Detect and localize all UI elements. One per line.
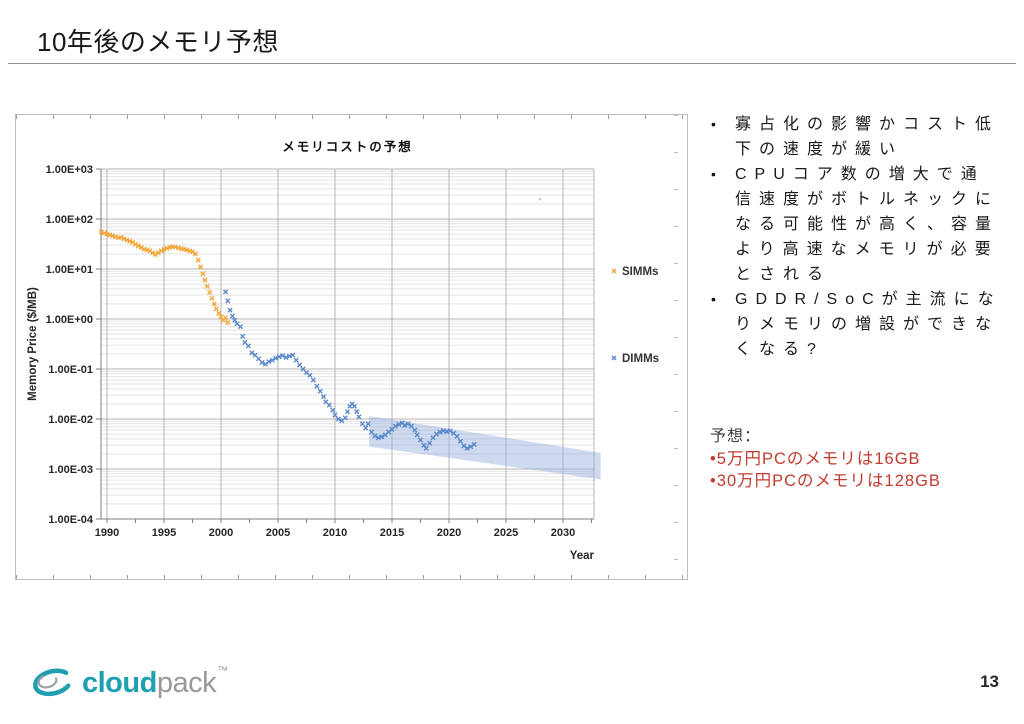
list-item: CPUコア数の増大で通信速度がボトルネックになる可能性が高く、容量より高速なメモ…: [708, 162, 1008, 287]
svg-text:2015: 2015: [380, 527, 404, 539]
svg-text:2025: 2025: [494, 527, 518, 539]
list-item: 寡占化の影響かコスト低下の速度が緩い: [708, 112, 1008, 162]
cloudpack-wordmark: cloudpack™: [82, 664, 228, 699]
svg-text:Memory Price ($/MB): Memory Price ($/MB): [27, 287, 39, 401]
notes-panel: 寡占化の影響かコスト低下の速度が緩い CPUコア数の増大で通信速度がボトルネック…: [708, 112, 1008, 362]
svg-text:2030: 2030: [551, 527, 575, 539]
prediction-label: 予想：: [710, 428, 762, 445]
prediction-block: 予想： •5万円PCのメモリは16GB •30万円PCのメモリは128GB: [710, 425, 1010, 492]
svg-text:1.00E+00: 1.00E+00: [46, 314, 93, 326]
svg-text:1.00E-02: 1.00E-02: [48, 414, 93, 426]
svg-text:メモリコストの予想: メモリコストの予想: [282, 139, 413, 154]
memory-cost-scatter-chart: 1.00E+03 1.00E+02 1.00E+01 1.00E+00 1.00E-01…: [27, 139, 659, 562]
cloudpack-swirl-icon: [33, 668, 71, 697]
chart-frame-ticks-top: [16, 115, 687, 119]
svg-text:2020: 2020: [437, 527, 461, 539]
svg-text:SIMMs: SIMMs: [622, 266, 658, 278]
memory-chart-frame: 1.00E+03 1.00E+02 1.00E+01 1.00E+00 1.00E-01…: [15, 114, 688, 580]
svg-text:1.00E-04: 1.00E-04: [48, 514, 94, 526]
chart-frame-ticks-bottom: [16, 575, 687, 579]
cloudpack-logo: cloudpack™: [26, 662, 228, 702]
prediction-item: •5万円PCのメモリは16GB: [710, 450, 921, 468]
svg-text:1.00E+02: 1.00E+02: [46, 214, 93, 226]
svg-text:1.00E-01: 1.00E-01: [48, 364, 93, 376]
svg-text:Year: Year: [570, 550, 595, 562]
svg-text:1990: 1990: [95, 527, 119, 539]
list-item: GDDR/SoCが主流になりメモリの増設ができなくなる?: [708, 287, 1008, 362]
svg-text:1995: 1995: [152, 527, 176, 539]
bullet-list: 寡占化の影響かコスト低下の速度が緩い CPUコア数の増大で通信速度がボトルネック…: [708, 112, 1008, 362]
svg-text:DIMMs: DIMMs: [622, 353, 659, 365]
svg-text:1.00E-03: 1.00E-03: [48, 464, 93, 476]
svg-text:1.00E+03: 1.00E+03: [46, 164, 93, 176]
svg-text:2010: 2010: [323, 527, 347, 539]
chart-frame-ticks-right: [674, 115, 678, 579]
title-divider: [8, 63, 1016, 64]
page-title: 10年後のメモリ予想: [37, 27, 279, 57]
svg-text:2000: 2000: [209, 527, 233, 539]
page-number: 13: [980, 672, 999, 691]
svg-text:2005: 2005: [266, 527, 290, 539]
svg-text:1.00E+01: 1.00E+01: [46, 264, 93, 276]
prediction-item: •30万円PCのメモリは128GB: [710, 472, 941, 490]
